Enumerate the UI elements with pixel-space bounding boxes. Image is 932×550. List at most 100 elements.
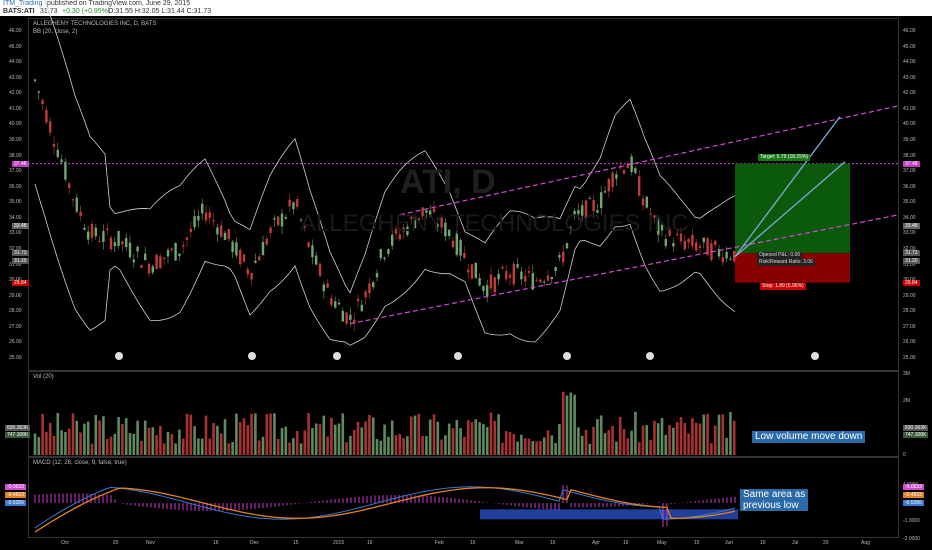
main-chart-panel[interactable] <box>28 18 899 371</box>
volume-bar <box>455 419 459 455</box>
candle-body <box>660 224 664 231</box>
candle-body <box>254 260 257 263</box>
volume-bar <box>721 414 725 455</box>
macd-y-label: -2.0000 <box>903 536 920 542</box>
candle-body <box>417 218 420 221</box>
volume-bar <box>121 423 124 455</box>
volume-bar <box>459 428 462 455</box>
volume-bar <box>52 435 56 455</box>
volume-bar <box>223 419 227 455</box>
price-tag-right: 31.73 <box>903 250 920 257</box>
macd-note-line2: previous low <box>743 500 799 511</box>
volume-bar <box>653 420 656 455</box>
candle-body <box>695 242 698 251</box>
price-change: +0.30 (+0.95%) <box>62 8 111 15</box>
y-axis-label-right: 29.00 <box>903 292 916 299</box>
candle-body <box>676 234 679 236</box>
author-link[interactable]: ITM_Trading <box>3 0 43 7</box>
volume-bar <box>732 420 736 455</box>
volume-bar <box>250 413 253 455</box>
volume-bar <box>60 430 63 455</box>
candle-body <box>489 274 493 289</box>
candle-body <box>451 240 455 248</box>
price-tag-right: 29.84 <box>903 279 920 286</box>
candle-body <box>189 228 192 233</box>
candle-body <box>144 253 147 261</box>
candle-body <box>235 242 238 256</box>
volume-bar <box>90 443 94 455</box>
candle-body <box>368 283 371 294</box>
candle-body <box>702 237 705 242</box>
x-axis-label: Aug <box>861 540 870 546</box>
volume-bar <box>645 425 649 455</box>
price-tag-right: 33.48 <box>903 222 920 229</box>
candle-body <box>102 231 105 242</box>
ohlc-values: O:31.55 H:32.05 L:31.44 C:31.73 <box>108 8 212 15</box>
candle-body <box>121 241 124 245</box>
volume-bar <box>261 436 265 455</box>
volume-bar <box>504 431 508 455</box>
candle-body <box>444 222 447 237</box>
volume-title: Vol (20) <box>33 374 54 380</box>
candle-body <box>387 249 390 254</box>
x-axis-label: 20 <box>823 540 829 546</box>
y-axis-label-left: 31.00 <box>9 261 22 268</box>
candle-body <box>698 246 702 248</box>
candle-body <box>520 271 523 280</box>
y-axis-label-right: 31.00 <box>903 261 916 268</box>
volume-bar <box>596 419 599 455</box>
bb-indicator-label: BB (20, close, 2) <box>33 29 78 35</box>
macd-side-label: -0.4823 <box>5 492 26 498</box>
candle-body <box>372 282 375 288</box>
candle-body <box>584 200 588 222</box>
y-axis-label-left: 26.00 <box>9 339 22 346</box>
candle-body <box>356 299 360 302</box>
candle-body <box>163 257 166 260</box>
volume-bar <box>683 422 687 455</box>
volume-side-label: 747.308K <box>5 432 31 438</box>
volume-bar <box>109 436 113 455</box>
volume-bar <box>558 424 561 455</box>
event-marker <box>646 352 654 360</box>
candle-body <box>87 231 90 240</box>
volume-bar <box>668 425 671 455</box>
volume-panel[interactable] <box>28 371 899 457</box>
volume-bar <box>634 411 637 455</box>
volume-bar <box>280 428 284 455</box>
candle-body <box>132 259 135 263</box>
volume-bar <box>330 417 333 455</box>
candle-body <box>512 263 515 285</box>
volume-bar <box>470 422 474 455</box>
volume-bar <box>105 438 109 455</box>
candle-body <box>596 210 599 213</box>
x-axis-label: Jul <box>792 540 799 546</box>
candle-body <box>227 229 230 240</box>
volume-bar <box>170 434 174 455</box>
volume-bar <box>189 414 193 455</box>
stop-label: Stop: 1.89 (5.96%) <box>760 283 806 290</box>
candle-body <box>725 251 728 259</box>
y-axis-label-right: 38.00 <box>903 152 916 159</box>
candle-body <box>147 263 151 274</box>
candle-body <box>303 225 306 228</box>
macd-line <box>34 486 736 529</box>
volume-bar <box>402 438 405 455</box>
volume-bar <box>75 420 79 455</box>
x-axis-label: May <box>657 540 667 546</box>
volume-bar <box>94 415 98 455</box>
candle-body <box>166 250 170 257</box>
volume-bar <box>166 431 170 455</box>
candle-body <box>334 301 337 308</box>
candle-body <box>106 228 109 231</box>
candle-body <box>292 202 295 210</box>
macd-panel[interactable] <box>28 457 899 538</box>
volume-bar <box>493 420 497 455</box>
price-tag-left: 29.84 <box>12 279 29 286</box>
price-tag-left: 37.48 <box>12 160 29 167</box>
volume-bar <box>447 423 451 455</box>
candle-body <box>204 212 208 221</box>
candle-body <box>391 234 394 246</box>
candle-body <box>239 249 242 265</box>
event-marker <box>248 352 256 360</box>
